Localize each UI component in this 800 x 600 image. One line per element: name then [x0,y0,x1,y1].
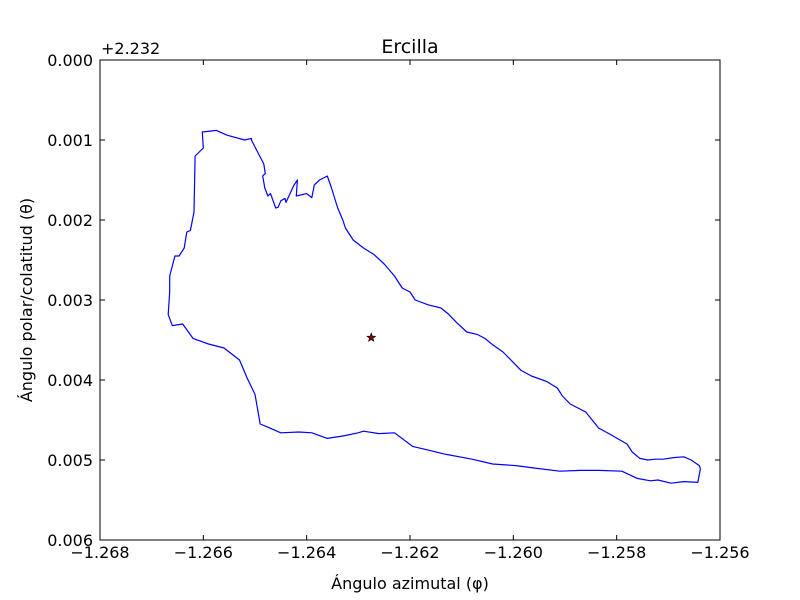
x-tick-label: −1.258 [587,543,646,562]
centroid-star-marker [366,332,377,342]
y-tick-label: 0.002 [47,211,93,230]
x-axis-title: Ángulo azimutal (φ) [331,574,489,593]
y-axis: 0.000 0.001 0.002 0.003 0.004 0.005 0.006 [47,51,720,550]
x-tick-label: −1.264 [277,543,336,562]
y-axis-title: Ángulo polar/colatitud (θ) [17,198,36,402]
x-tick-label: −1.262 [380,543,439,562]
y-tick-label: 0.004 [47,371,93,390]
y-tick-label: 0.005 [47,451,93,470]
y-tick-label: 0.001 [47,131,93,150]
chart-title: Ercilla [381,36,438,58]
y-offset-label: +2.232 [101,39,160,58]
y-tick-label: 0.000 [47,51,93,70]
y-tick-label: 0.003 [47,291,93,310]
x-tick-label: −1.266 [174,543,233,562]
x-axis: −1.268 −1.266 −1.264 −1.262 −1.260 −1.258 −1.2… [70,60,750,562]
series-outline-line [167,129,702,484]
plot-area [167,129,702,484]
x-tick-label: −1.256 [690,543,749,562]
y-tick-label: 0.006 [47,531,93,550]
x-tick-label: −1.268 [70,543,129,562]
axes-frame [99,59,721,541]
x-tick-label: −1.260 [484,543,543,562]
